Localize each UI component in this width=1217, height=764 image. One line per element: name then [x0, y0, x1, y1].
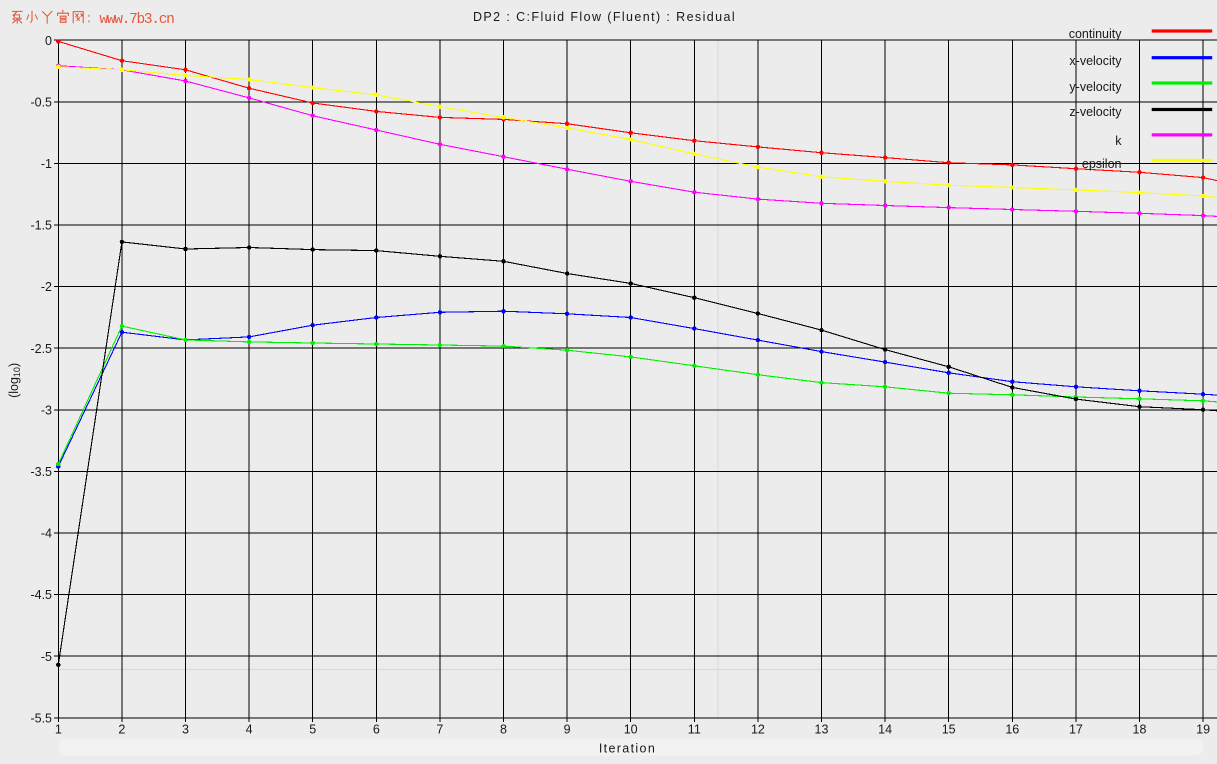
svg-text:1: 1	[55, 722, 62, 736]
svg-text:0: 0	[45, 34, 52, 48]
svg-text:-1.5: -1.5	[30, 219, 52, 233]
svg-text:10: 10	[624, 722, 638, 736]
svg-text:18: 18	[1133, 722, 1147, 736]
svg-text:6: 6	[373, 722, 380, 736]
svg-text:14: 14	[878, 722, 892, 736]
svg-text:15: 15	[942, 722, 956, 736]
svg-text:-5.5: -5.5	[30, 711, 52, 725]
svg-text:9: 9	[564, 722, 571, 736]
svg-text:-4.5: -4.5	[30, 588, 52, 602]
svg-text:3: 3	[182, 722, 189, 736]
svg-text:19: 19	[1196, 722, 1210, 736]
svg-text:7: 7	[436, 722, 443, 736]
svg-text:-3.5: -3.5	[30, 465, 52, 479]
svg-text:12: 12	[751, 722, 765, 736]
svg-text:5: 5	[309, 722, 316, 736]
svg-text:2: 2	[118, 722, 125, 736]
svg-text:www.7b3.cn: www.7b3.cn	[100, 12, 175, 28]
svg-text:Iteration: Iteration	[599, 741, 656, 755]
svg-text:k: k	[1115, 134, 1122, 148]
svg-text:-2: -2	[41, 280, 52, 294]
svg-text:11: 11	[688, 722, 701, 736]
svg-text:16: 16	[1005, 722, 1019, 736]
svg-text:epsilon: epsilon	[1082, 157, 1122, 171]
svg-text:z-velocity: z-velocity	[1069, 105, 1122, 119]
svg-text:-1: -1	[41, 157, 52, 171]
svg-text:4: 4	[246, 722, 253, 736]
svg-text:DP2 : C:Fluid Flow (Fluent) :: DP2 : C:Fluid Flow (Fluent) : Residual	[473, 10, 736, 24]
svg-text:-3: -3	[41, 403, 52, 417]
svg-text:continuity: continuity	[1069, 27, 1123, 41]
svg-text:13: 13	[815, 722, 829, 736]
svg-text:-0.5: -0.5	[30, 95, 52, 109]
svg-text:8: 8	[500, 722, 507, 736]
svg-text:-2.5: -2.5	[30, 342, 52, 356]
svg-text:-4: -4	[41, 527, 52, 541]
svg-text:x-velocity: x-velocity	[1069, 54, 1122, 68]
svg-text:-5: -5	[41, 650, 52, 664]
svg-text:17: 17	[1069, 722, 1083, 736]
svg-text:y-velocity: y-velocity	[1069, 80, 1122, 94]
